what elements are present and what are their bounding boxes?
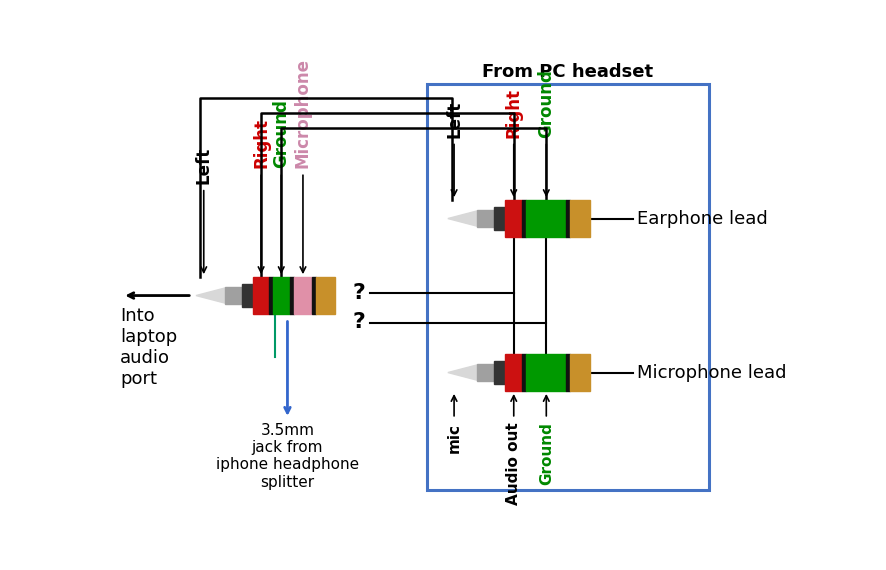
Bar bbox=[225, 287, 243, 304]
Bar bbox=[273, 277, 290, 314]
Bar bbox=[253, 277, 268, 314]
Text: mic: mic bbox=[447, 422, 462, 453]
Bar bbox=[290, 277, 293, 314]
Text: Into
laptop
audio
port: Into laptop audio port bbox=[120, 307, 177, 388]
Bar bbox=[566, 200, 571, 237]
Text: 3.5mm
jack from
iphone headphone
splitter: 3.5mm jack from iphone headphone splitte… bbox=[216, 422, 359, 490]
Bar bbox=[526, 354, 566, 391]
Bar bbox=[494, 361, 505, 384]
Text: Right: Right bbox=[253, 119, 270, 169]
Polygon shape bbox=[448, 365, 478, 380]
Polygon shape bbox=[448, 211, 478, 226]
Bar bbox=[478, 364, 494, 381]
Bar bbox=[526, 200, 566, 237]
Text: Ground: Ground bbox=[537, 69, 556, 138]
Bar bbox=[505, 354, 522, 391]
Polygon shape bbox=[196, 288, 225, 303]
Text: ?: ? bbox=[353, 312, 365, 332]
Text: Microphone: Microphone bbox=[294, 59, 312, 169]
Bar bbox=[312, 277, 316, 314]
Bar bbox=[478, 210, 494, 227]
Bar bbox=[566, 354, 571, 391]
Text: Ground: Ground bbox=[272, 100, 291, 169]
Text: Right: Right bbox=[505, 88, 523, 138]
Bar bbox=[293, 277, 312, 314]
Bar bbox=[571, 200, 590, 237]
Bar bbox=[316, 277, 335, 314]
Text: From PC headset: From PC headset bbox=[483, 63, 654, 81]
Text: Left: Left bbox=[445, 100, 463, 138]
Bar bbox=[494, 207, 505, 230]
Bar bbox=[522, 354, 526, 391]
Text: Microphone lead: Microphone lead bbox=[637, 364, 787, 381]
Text: Earphone lead: Earphone lead bbox=[637, 210, 768, 227]
Bar bbox=[268, 277, 273, 314]
Bar bbox=[505, 200, 522, 237]
Text: Audio out: Audio out bbox=[506, 422, 521, 506]
Bar bbox=[571, 354, 590, 391]
Bar bbox=[243, 284, 253, 307]
Text: Left: Left bbox=[195, 146, 213, 184]
Text: ?: ? bbox=[353, 283, 365, 303]
Text: Ground: Ground bbox=[539, 422, 554, 486]
Bar bbox=[522, 200, 526, 237]
